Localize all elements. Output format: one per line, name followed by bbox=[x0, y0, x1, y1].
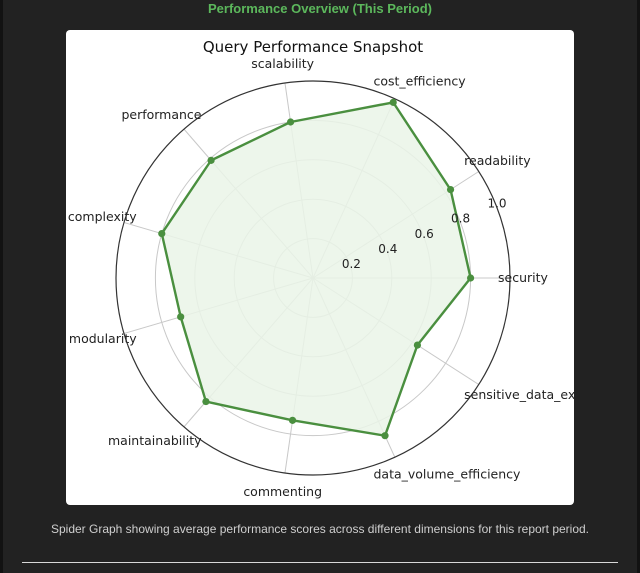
chart-card: Query Performance Snapshot 0.2 0.4 0.6 0.8 1… bbox=[66, 30, 574, 505]
radial-tick-label: 0.6 bbox=[415, 227, 434, 241]
radial-tick-label: 0.2 bbox=[342, 257, 361, 271]
radar-chart: Query Performance Snapshot 0.2 0.4 0.6 0.8 1… bbox=[68, 38, 574, 499]
bottom-divider bbox=[22, 562, 618, 563]
data-polygon bbox=[160, 101, 472, 437]
data-point-scalability bbox=[286, 118, 295, 126]
axis-label-scalability: scalability bbox=[251, 56, 314, 71]
data-point-security bbox=[467, 274, 475, 282]
radial-tick-label: 1.0 bbox=[487, 197, 506, 211]
axis-label-performance: performance bbox=[121, 107, 201, 122]
axis-label-modularity: modularity bbox=[69, 331, 137, 346]
data-point-cost_efficiency bbox=[389, 98, 397, 106]
axis-label-maintainability: maintainability bbox=[108, 433, 202, 448]
radial-tick-label: 0.4 bbox=[378, 242, 397, 256]
chart-caption: Spider Graph showing average performance… bbox=[50, 522, 590, 536]
axis-label-complexity: complexity bbox=[68, 209, 137, 224]
axis-label-data_volume_efficiency: data_volume_efficiency bbox=[373, 466, 521, 481]
axis-label-sensitive_data_exposure: sensitive_data_exposure bbox=[464, 387, 574, 402]
panel-left-edge bbox=[0, 0, 3, 573]
axis-label-readability: readability bbox=[464, 153, 531, 168]
chart-title: Query Performance Snapshot bbox=[203, 38, 423, 56]
data-point-sensitive_data_exposure bbox=[413, 341, 422, 349]
axis-label-commenting: commenting bbox=[243, 484, 322, 499]
data-point-readability bbox=[446, 185, 455, 194]
data-point-modularity bbox=[177, 313, 185, 321]
data-point-commenting bbox=[288, 416, 297, 424]
data-point-data_volume_efficiency bbox=[381, 432, 389, 440]
radial-tick-label: 0.8 bbox=[451, 212, 470, 226]
data-point-maintainability bbox=[202, 397, 210, 406]
axis-label-cost_efficiency: cost_efficiency bbox=[373, 74, 466, 89]
outer-ring bbox=[115, 80, 511, 476]
section-heading: Performance Overview (This Period) bbox=[208, 1, 432, 16]
panel-right-edge bbox=[637, 0, 640, 573]
data-point-complexity bbox=[158, 229, 166, 238]
axis-label-security: security bbox=[498, 270, 549, 285]
data-point-performance bbox=[207, 156, 215, 164]
